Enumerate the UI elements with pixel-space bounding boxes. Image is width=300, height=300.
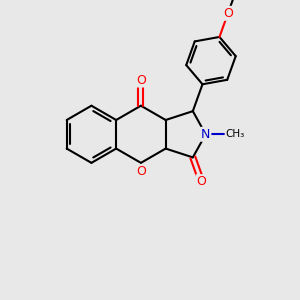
Text: O: O [136, 74, 146, 86]
Text: CH₃: CH₃ [226, 129, 245, 139]
Text: O: O [196, 175, 206, 188]
Text: O: O [223, 7, 233, 20]
Text: N: N [201, 128, 210, 141]
Text: O: O [136, 165, 146, 178]
